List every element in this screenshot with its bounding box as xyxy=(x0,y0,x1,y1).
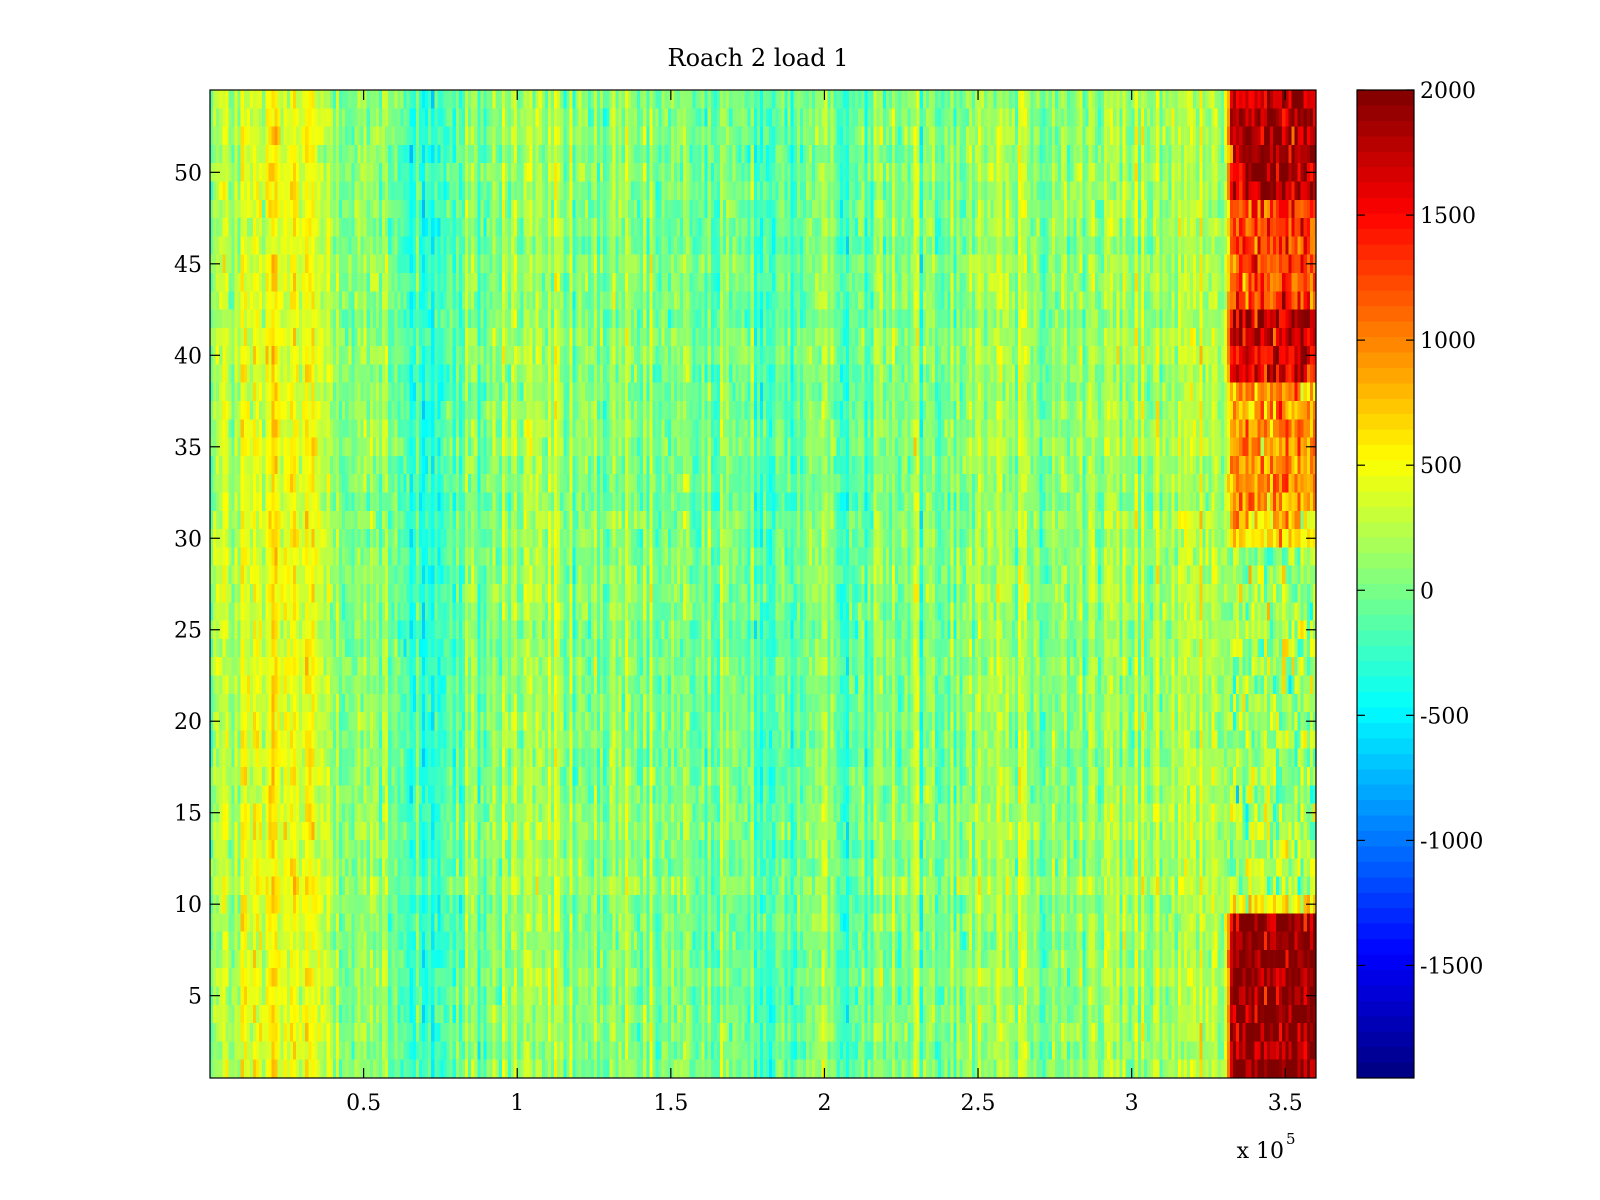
x-tick-label: 1.5 xyxy=(653,1091,688,1116)
y-tick-label: 10 xyxy=(174,893,202,918)
colorbar-tick-label: -500 xyxy=(1420,704,1469,729)
x-tick-label: 2 xyxy=(817,1091,831,1116)
heatmap-image xyxy=(210,90,1316,1078)
colorbar-gradient xyxy=(1357,90,1414,1078)
y-tick-label: 45 xyxy=(174,253,202,278)
colorbar: 2000 1500 1000 500 0 -500 -1000 -1500 xyxy=(1356,79,1483,1079)
colorbar-tick-label: 500 xyxy=(1420,454,1462,479)
y-tick-label: 20 xyxy=(174,710,202,735)
y-tick-label: 15 xyxy=(174,802,202,827)
y-tick-label: 5 xyxy=(188,985,202,1010)
y-tick-label: 50 xyxy=(174,161,202,186)
y-tick-label: 30 xyxy=(174,527,202,552)
x-tick-label: 3 xyxy=(1125,1091,1139,1116)
y-axis-ticks: 5 10 15 20 25 30 35 40 45 50 xyxy=(174,161,1316,1010)
x-axis-ticks: 0.5 1 1.5 2 2.5 3 3.5 xyxy=(346,90,1303,1116)
x-tick-label: 1 xyxy=(510,1091,524,1116)
colorbar-tick-label: -1500 xyxy=(1420,954,1483,979)
x-tick-label: 3.5 xyxy=(1268,1091,1303,1116)
colorbar-tick-label: 0 xyxy=(1420,579,1434,604)
x-exponent-base: x 10 xyxy=(1237,1139,1284,1164)
colorbar-tick-label: 2000 xyxy=(1420,79,1476,104)
colorbar-ticks: 2000 1500 1000 500 0 -500 -1000 -1500 xyxy=(1357,79,1483,979)
x-tick-label: 2.5 xyxy=(961,1091,996,1116)
colorbar-tick-label: -1000 xyxy=(1420,829,1483,854)
y-tick-label: 35 xyxy=(174,436,202,461)
x-axis-exponent: x 10 5 xyxy=(1237,1130,1296,1164)
colorbar-tick-label: 1500 xyxy=(1420,204,1476,229)
x-exponent-power: 5 xyxy=(1286,1130,1296,1148)
heatmap-canvas xyxy=(210,90,1316,1078)
x-tick-label: 0.5 xyxy=(346,1091,381,1116)
plot-frame xyxy=(209,89,1317,1079)
colorbar-tick-label: 1000 xyxy=(1420,329,1476,354)
chart-title: Roach 2 load 1 xyxy=(668,44,849,72)
y-tick-label: 25 xyxy=(174,619,202,644)
y-tick-label: 40 xyxy=(174,344,202,369)
colorbar-frame xyxy=(1356,89,1415,1079)
